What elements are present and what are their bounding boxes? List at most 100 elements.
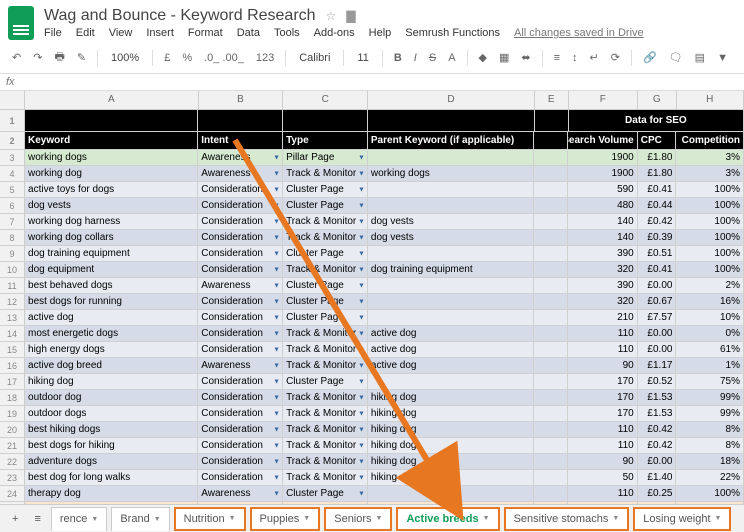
cell-type[interactable]: Cluster Page▼ — [283, 278, 368, 293]
select-all-corner[interactable] — [0, 91, 25, 109]
cell-parent[interactable] — [368, 310, 535, 325]
col-header-f[interactable]: F — [569, 91, 638, 109]
cell-type[interactable]: Track & Monitor▼ — [283, 422, 368, 437]
sheet-tab[interactable]: Losing weight▼ — [633, 507, 731, 531]
cell-type[interactable]: Cluster Page▼ — [283, 246, 368, 261]
row-header[interactable]: 14 — [0, 326, 25, 341]
row-header[interactable]: 18 — [0, 390, 25, 405]
cell-volume[interactable]: 50 — [568, 470, 637, 485]
row-header[interactable]: 5 — [0, 182, 25, 197]
wrap-button[interactable]: ↵ — [586, 49, 603, 66]
cell-keyword[interactable]: best dogs for running — [25, 294, 198, 309]
cell-parent[interactable]: hiking dog — [368, 470, 535, 485]
cell-type[interactable]: Cluster Page▼ — [283, 374, 368, 389]
cell-keyword[interactable]: working dog collars — [25, 230, 198, 245]
cell-parent[interactable] — [368, 150, 535, 165]
cell-intent[interactable]: Consideration▼ — [198, 230, 283, 245]
cell-cpc[interactable]: £0.39 — [638, 230, 677, 245]
cell-keyword[interactable]: best behaved dogs — [25, 278, 198, 293]
cell-parent[interactable]: dog vests — [368, 214, 535, 229]
menu-tools[interactable]: Tools — [274, 27, 300, 39]
cell-intent[interactable]: Awareness▼ — [198, 166, 283, 181]
row-header-1[interactable]: 1 — [0, 110, 25, 131]
cell-keyword[interactable]: best hiking dogs — [25, 422, 198, 437]
cell-type[interactable]: Cluster Page▼ — [283, 198, 368, 213]
cell-cpc[interactable]: £0.67 — [638, 294, 677, 309]
zoom-select[interactable]: 100% — [105, 50, 145, 66]
menu-addons[interactable]: Add-ons — [314, 27, 355, 39]
cell-cpc[interactable]: £0.42 — [638, 214, 677, 229]
cell-keyword[interactable]: therapy dog — [25, 486, 198, 501]
cell-keyword[interactable]: working dog — [25, 166, 198, 181]
cell-volume[interactable]: 390 — [568, 278, 637, 293]
cell-intent[interactable]: Consideration▼ — [198, 182, 283, 197]
print-button[interactable]: 🖶 — [50, 46, 68, 69]
cell-volume[interactable]: 140 — [568, 230, 637, 245]
cell-intent[interactable]: Consideration▼ — [198, 246, 283, 261]
fill-color-button[interactable]: ◆ — [475, 49, 491, 66]
row-header[interactable]: 9 — [0, 246, 25, 261]
cell-keyword[interactable]: dog training equipment — [25, 246, 198, 261]
row-header[interactable]: 24 — [0, 486, 25, 501]
cell-parent[interactable] — [368, 198, 535, 213]
cell-competition[interactable]: 100% — [676, 230, 744, 245]
cell-parent[interactable]: hiking dog — [368, 438, 535, 453]
cell-intent[interactable]: Consideration▼ — [198, 438, 283, 453]
comment-button[interactable]: 🗨 — [665, 49, 687, 66]
cell-parent[interactable]: active dog — [368, 342, 535, 357]
cell-parent[interactable] — [368, 278, 535, 293]
menu-view[interactable]: View — [109, 27, 133, 39]
cell-intent[interactable]: Consideration▼ — [198, 198, 283, 213]
cell-cpc[interactable]: £1.80 — [638, 166, 677, 181]
cell-competition[interactable]: 99% — [676, 406, 744, 421]
star-icon[interactable]: ☆ — [326, 9, 337, 23]
menu-insert[interactable]: Insert — [146, 27, 174, 39]
cell-volume[interactable]: 480 — [568, 198, 637, 213]
cell-competition[interactable]: 8% — [676, 422, 744, 437]
bold-button[interactable]: B — [390, 50, 406, 66]
cell-type[interactable]: Track & Monitor▼ — [283, 214, 368, 229]
cell-volume[interactable]: 170 — [568, 374, 637, 389]
cell-type[interactable]: Cluster Page▼ — [283, 182, 368, 197]
row-header[interactable]: 13 — [0, 310, 25, 325]
cell-cpc[interactable]: £0.41 — [638, 182, 677, 197]
sheet-tab[interactable]: Puppies▼ — [250, 507, 321, 531]
cell-parent[interactable] — [368, 182, 535, 197]
row-header[interactable]: 23 — [0, 470, 25, 485]
sheet-tab[interactable]: rence▼ — [51, 507, 107, 531]
col-header-d[interactable]: D — [368, 91, 535, 109]
cell-cpc[interactable]: £1.80 — [638, 150, 677, 165]
redo-button[interactable]: ↷ — [29, 49, 46, 66]
cell-parent[interactable] — [368, 486, 535, 501]
cell-keyword[interactable]: dog equipment — [25, 262, 198, 277]
cell-competition[interactable]: 100% — [676, 246, 744, 261]
cell-keyword[interactable]: best dog for long walks — [25, 470, 198, 485]
drive-status[interactable]: All changes saved in Drive — [514, 27, 644, 39]
menu-file[interactable]: File — [44, 27, 62, 39]
cell-cpc[interactable]: £7.57 — [638, 310, 677, 325]
cell-competition[interactable]: 8% — [676, 438, 744, 453]
cell-competition[interactable]: 100% — [676, 262, 744, 277]
row-header[interactable]: 10 — [0, 262, 25, 277]
cell-competition[interactable]: 1% — [676, 358, 744, 373]
cell-keyword[interactable]: working dog harness — [25, 214, 198, 229]
menu-data[interactable]: Data — [237, 27, 260, 39]
all-sheets-button[interactable]: ≡ — [28, 509, 46, 529]
cell-competition[interactable]: 100% — [676, 182, 744, 197]
row-header[interactable]: 16 — [0, 358, 25, 373]
cell-competition[interactable]: 16% — [676, 294, 744, 309]
cell-keyword[interactable]: hiking dog — [25, 374, 198, 389]
cell-type[interactable]: Track & Monitor▼ — [283, 342, 368, 357]
cell-cpc[interactable]: £0.44 — [638, 198, 677, 213]
cell-intent[interactable]: Awareness▼ — [198, 278, 283, 293]
col-header-e[interactable]: E — [535, 91, 569, 109]
undo-button[interactable]: ↶ — [8, 49, 25, 66]
cell-competition[interactable]: 2% — [676, 278, 744, 293]
cell-intent[interactable]: Consideration▼ — [198, 406, 283, 421]
menu-edit[interactable]: Edit — [76, 27, 95, 39]
more-formats-button[interactable]: 123 — [252, 50, 278, 66]
cell-competition[interactable]: 18% — [676, 454, 744, 469]
cell-volume[interactable]: 1900 — [568, 166, 637, 181]
cell-intent[interactable]: Consideration▼ — [198, 326, 283, 341]
cell-competition[interactable]: 100% — [676, 486, 744, 501]
